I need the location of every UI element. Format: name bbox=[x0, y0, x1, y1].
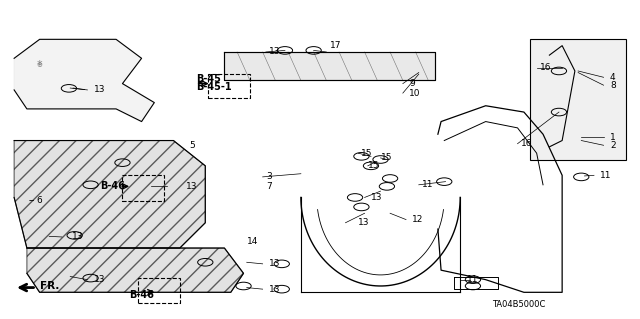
Text: B-46: B-46 bbox=[100, 182, 125, 191]
Text: *: * bbox=[37, 60, 42, 70]
Text: B-45-1: B-45-1 bbox=[196, 82, 232, 92]
Bar bbox=[138, 278, 180, 303]
Bar bbox=[122, 175, 164, 201]
Text: 13: 13 bbox=[186, 182, 198, 191]
Text: B-45: B-45 bbox=[196, 74, 221, 84]
Text: 7: 7 bbox=[266, 182, 271, 191]
Text: 13: 13 bbox=[269, 285, 280, 294]
Polygon shape bbox=[14, 141, 205, 248]
Text: 5: 5 bbox=[189, 141, 195, 150]
Text: 13: 13 bbox=[94, 85, 106, 94]
Text: B-46: B-46 bbox=[129, 291, 154, 300]
Bar bbox=[531, 39, 626, 160]
Text: 16: 16 bbox=[540, 63, 551, 72]
Text: 15: 15 bbox=[368, 161, 380, 170]
Text: 11: 11 bbox=[467, 275, 478, 284]
Text: 15: 15 bbox=[362, 149, 373, 158]
Text: 14: 14 bbox=[246, 237, 258, 246]
Text: 6: 6 bbox=[36, 196, 42, 205]
Text: 15: 15 bbox=[381, 153, 392, 162]
Polygon shape bbox=[225, 52, 435, 80]
Text: 8: 8 bbox=[610, 81, 616, 90]
Text: FR.: FR. bbox=[40, 281, 59, 291]
Text: 16: 16 bbox=[521, 139, 532, 148]
Text: 13: 13 bbox=[358, 218, 370, 227]
Text: ⊕: ⊕ bbox=[36, 62, 42, 68]
Polygon shape bbox=[27, 248, 244, 292]
Text: 1: 1 bbox=[610, 133, 616, 142]
Text: TA04B5000C: TA04B5000C bbox=[492, 300, 545, 309]
Text: 11: 11 bbox=[600, 171, 612, 180]
Text: 12: 12 bbox=[412, 215, 424, 224]
Text: 13: 13 bbox=[72, 233, 83, 241]
Text: 3: 3 bbox=[266, 172, 271, 182]
Text: 10: 10 bbox=[409, 89, 420, 98]
Text: 11: 11 bbox=[422, 180, 433, 189]
Text: 13: 13 bbox=[269, 48, 280, 56]
Text: 2: 2 bbox=[610, 141, 616, 150]
Bar bbox=[209, 74, 250, 98]
Text: 13: 13 bbox=[269, 259, 280, 268]
Text: 9: 9 bbox=[409, 79, 415, 88]
Text: 13: 13 bbox=[94, 275, 106, 284]
Text: 13: 13 bbox=[371, 193, 383, 202]
Text: 17: 17 bbox=[330, 41, 341, 50]
Polygon shape bbox=[14, 39, 154, 122]
Text: 4: 4 bbox=[610, 73, 616, 82]
